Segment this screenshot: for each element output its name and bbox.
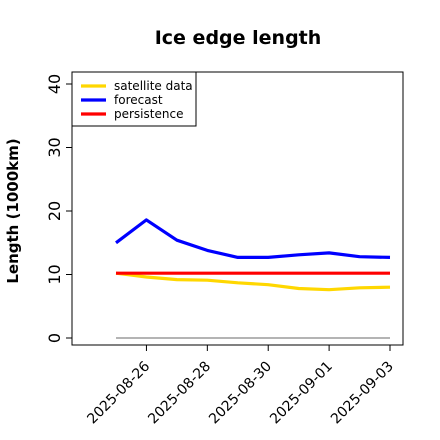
legend-label: forecast xyxy=(114,93,163,107)
y-axis-label: Length (1000km) xyxy=(4,138,22,283)
y-tick-label: 30 xyxy=(45,137,64,157)
series-layer xyxy=(115,218,391,292)
series-line-satellite-data xyxy=(115,271,391,292)
plot-frame xyxy=(71,71,404,346)
x-tick-label: 2025-08-28 xyxy=(145,359,214,428)
x-tick-label: 2025-09-03 xyxy=(328,359,397,428)
y-axis: 0 10 20 30 40 xyxy=(45,74,72,343)
x-tick-label: 2025-08-26 xyxy=(84,358,153,427)
y-tick-label: 20 xyxy=(45,201,64,221)
y-tick-label: 0 xyxy=(45,333,64,343)
x-tick-label: 2025-08-30 xyxy=(206,359,275,428)
y-tick-label: 40 xyxy=(45,74,64,94)
series-line-forecast xyxy=(115,218,391,259)
chart-title: Ice edge length xyxy=(155,27,322,49)
legend-label: persistence xyxy=(114,107,183,121)
x-axis: 2025-08-262025-08-282025-08-302025-09-01… xyxy=(84,345,397,428)
y-tick-label: 10 xyxy=(45,264,64,284)
x-tick-label: 2025-09-01 xyxy=(267,359,336,428)
legend-label: satellite data xyxy=(114,79,193,93)
